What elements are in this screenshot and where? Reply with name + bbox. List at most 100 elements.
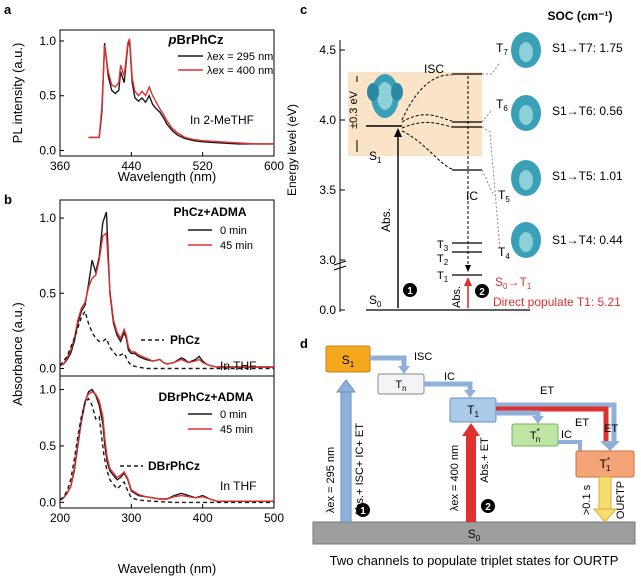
panel-b-bottom-xtick-label: 200 — [50, 511, 70, 525]
t4-orbital-image — [511, 222, 541, 258]
et-path-tn — [496, 410, 541, 420]
ourtp-arrow-head — [592, 508, 618, 523]
panel-b-ylabel: Absorbance (a.u.) — [10, 302, 25, 405]
panel-b-bottom-annotation: In THF — [220, 479, 256, 493]
panel-a-chart: 0.0 0.5 1.0 360 440 520 600 pBrPhCz λex = 295 … — [10, 29, 284, 184]
panel-b-bottom-xtick-label: 300 — [121, 511, 141, 525]
panel-b-bottom-title: DBrPhCz+ADMA — [158, 390, 253, 404]
ch2-arrow-shaft — [466, 434, 476, 522]
channel-1-badge — [403, 283, 417, 297]
energy-tick-label: 0.0 — [319, 303, 336, 317]
ourtp-label: OURTP — [615, 481, 627, 519]
channel-2-number: 2 — [479, 287, 485, 298]
et-path-top — [496, 402, 617, 445]
isc-arrow-t7 — [401, 74, 453, 121]
t6-label: T6 — [496, 97, 508, 113]
panel-a-xtick-label: 360 — [50, 159, 70, 173]
panel-a-xlabel: Wavelength (nm) — [118, 169, 217, 184]
panel-a-series — [88, 38, 274, 145]
d-et-label-1: ET — [540, 385, 554, 397]
panel-b-ticks: 0.0 0.5 1.0 0.0 0.5 1.0 200 300 400 500 — [39, 211, 284, 525]
direct-populate-label: Direct populate T1: 5.21 — [493, 295, 621, 309]
panel-a-xtick-label: 600 — [264, 159, 284, 173]
panel-b-top-ytick-label: 0.0 — [39, 361, 56, 375]
t7-orbital-image — [511, 32, 541, 68]
panel-a-ytick-label: 0.0 — [39, 144, 56, 158]
panel-b-bottom-ytick-label: 0.5 — [39, 439, 56, 453]
panel-b-top-ytick-label: 0.5 — [39, 286, 56, 300]
panel-b-bottom-xtick-label: 400 — [193, 511, 213, 525]
d-t1-star-label: T* 1 — [600, 456, 611, 473]
connector-t4 — [481, 126, 501, 251]
legend-0min-label-2: 0 min — [220, 409, 247, 421]
soc-t4-label: S1→T4: 0.44 — [552, 233, 623, 247]
panel-d-diagram: S0 λex = 295 nm Abs.+ ISC+ IC+ ET 1 S1 I… — [312, 345, 636, 568]
connector-t7 — [482, 61, 501, 75]
et-path-red — [496, 406, 609, 445]
isc-arrow-t6 — [401, 114, 453, 123]
ic-label: IC — [466, 189, 478, 203]
d-ic-label-2: IC — [561, 429, 572, 441]
panel-letter-a: a — [4, 2, 12, 17]
legend-0min-label: 0 min — [220, 225, 247, 237]
panel-a-ylabel: PL intensity (a.u.) — [10, 43, 25, 144]
ch2-path: Abs.+ ET — [479, 437, 491, 483]
t3-label: T3 — [437, 239, 449, 253]
connector-t5 — [481, 169, 495, 197]
panel-a-title: pBrPhCz — [168, 32, 224, 47]
abs-arrow-head — [394, 128, 402, 137]
ic-path-1-head — [464, 390, 476, 398]
panel-a-series-0 — [88, 40, 274, 145]
energy-tick-label: 3.0 — [319, 253, 336, 267]
ch2-lambda: λex = 400 nm — [449, 445, 461, 511]
soc-title: SOC (cm⁻¹) — [547, 9, 612, 23]
panel-a-xtick-label: 440 — [121, 159, 141, 173]
panel-a-xtick-label: 520 — [193, 159, 213, 173]
panel-b-series — [59, 211, 274, 504]
legend-45min-label: 45 min — [220, 240, 253, 252]
energy-tick-label: 3.5 — [319, 183, 336, 197]
ch1-lambda: λex = 295 nm — [325, 447, 337, 513]
panel-b-bottom-series-2 — [59, 397, 274, 504]
isc-path — [370, 355, 407, 368]
panel-b-bottom-series-1 — [59, 390, 274, 502]
d-tn-star-label: T* n — [530, 427, 540, 444]
tn-star-box — [511, 423, 559, 447]
panel-letter-b: b — [4, 192, 12, 207]
panel-a-ytick-label: 0.5 — [39, 89, 56, 103]
ch1-arrow-shaft — [340, 389, 352, 523]
t5-label: T5 — [498, 188, 510, 204]
panel-a-series-1 — [88, 38, 274, 145]
s0-label: S0 — [369, 293, 382, 309]
panel-a-ytick-label: 1.0 — [39, 34, 56, 48]
t5-orbital-image — [511, 160, 541, 196]
legend-295-label: λex = 295 nm — [207, 51, 273, 63]
panel-b-top-series-0 — [59, 211, 274, 368]
soc-t5-label: S1→T5: 1.01 — [552, 169, 623, 183]
isc-label: ISC — [424, 62, 444, 76]
ch1-path: Abs.+ ISC+ IC+ ET — [354, 423, 366, 517]
panel-a-ticks: 0.0 0.5 1.0 360 440 520 600 — [39, 34, 284, 173]
panel-b-top-series-1 — [59, 231, 274, 368]
lifetime-label: >0.1 s — [581, 484, 593, 515]
panel-b-bottom-xtick-label: 500 — [264, 511, 284, 525]
legend-400-label: λex = 400 nm — [207, 65, 273, 77]
ic-path-1 — [424, 381, 473, 392]
d-channel-2-badge — [481, 499, 495, 513]
energy-tick-label: 4.0 — [319, 113, 336, 127]
panel-b-xlabel: Wavelength (nm) — [118, 561, 217, 576]
panel-b-bottom-frame — [59, 375, 275, 509]
t4-label: T4 — [498, 245, 510, 261]
soc-t7-label: S1→T7: 1.75 — [552, 41, 623, 55]
energy-ticks: 0.0 3.0 3.5 4.0 4.5 — [319, 43, 345, 317]
soc-t6-label: S1→T6: 0.56 — [552, 104, 623, 118]
panel-letter-d: d — [300, 336, 308, 351]
et-path-t1-head — [600, 441, 620, 451]
direct-label: S0→T1 — [495, 275, 532, 291]
panel-b-top-title: PhCz+ADMA — [173, 205, 246, 219]
ic-path-2 — [558, 440, 582, 452]
axis-break — [333, 260, 347, 271]
panel-b-chart: 0.0 0.5 1.0 0.0 0.5 1.0 200 300 400 500 PhCz+ADMA… — [10, 199, 284, 576]
isc-arrow-t5 — [401, 130, 453, 170]
d-tn-label: Tn — [395, 379, 406, 393]
